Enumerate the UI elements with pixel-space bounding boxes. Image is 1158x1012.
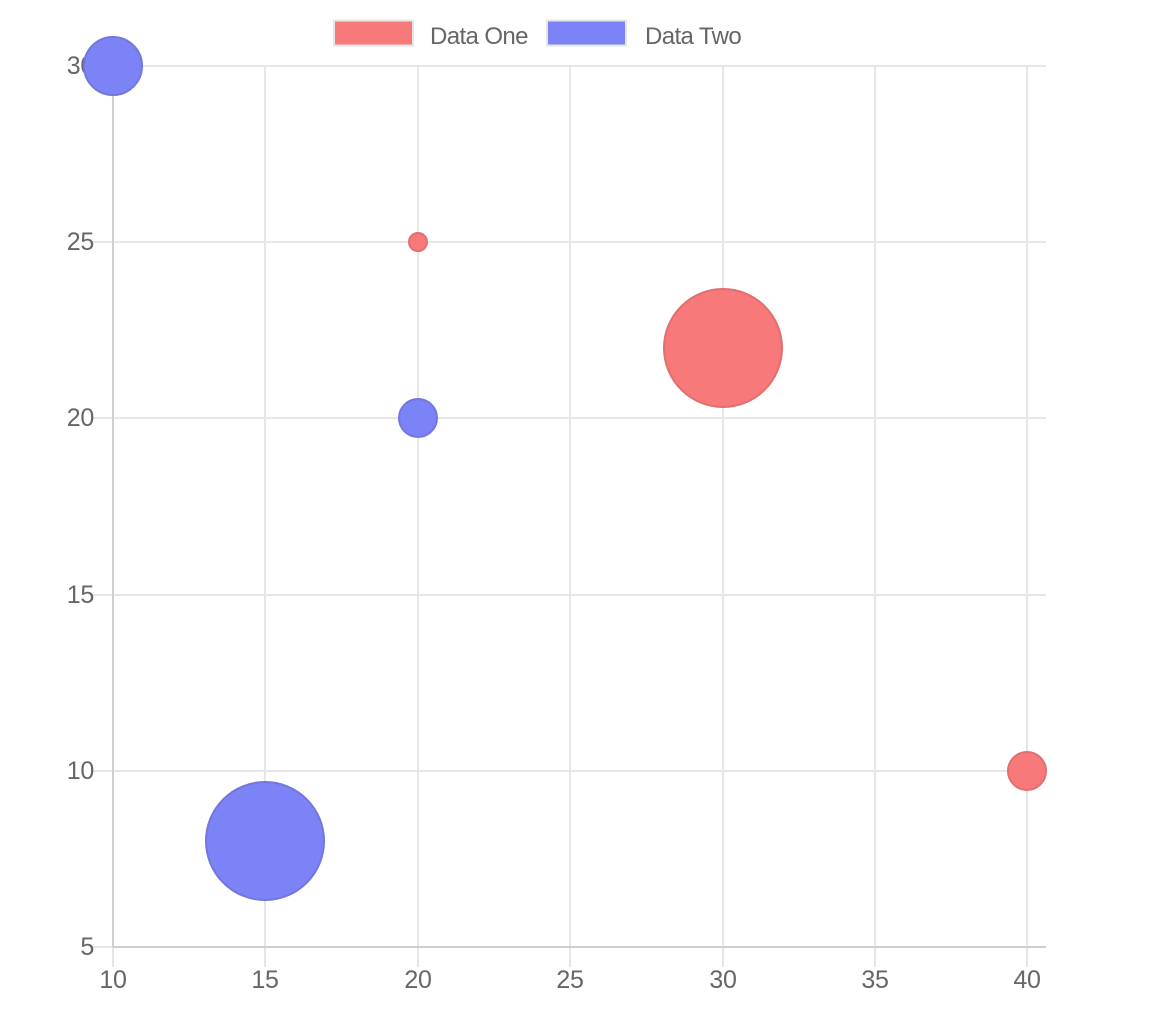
svg-text:40: 40 — [1013, 966, 1040, 994]
svg-text:10: 10 — [99, 966, 126, 994]
svg-text:25: 25 — [67, 228, 94, 256]
svg-text:5: 5 — [80, 933, 94, 961]
svg-text:20: 20 — [67, 404, 94, 432]
svg-text:Data Two: Data Two — [645, 23, 741, 50]
svg-text:15: 15 — [67, 581, 94, 609]
svg-text:25: 25 — [556, 966, 583, 994]
svg-text:20: 20 — [404, 966, 431, 994]
svg-text:35: 35 — [861, 966, 888, 994]
svg-text:15: 15 — [251, 966, 278, 994]
svg-text:30: 30 — [709, 966, 736, 994]
svg-text:10: 10 — [67, 757, 94, 785]
svg-text:Data One: Data One — [430, 23, 528, 50]
